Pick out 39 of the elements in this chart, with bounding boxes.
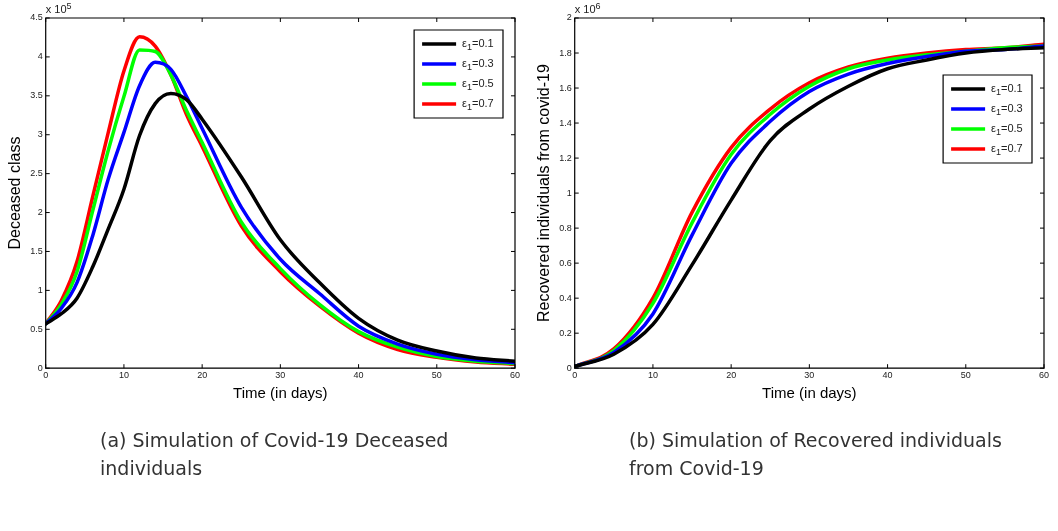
y-tick-label: 1.2 bbox=[559, 152, 572, 163]
x-tick-label: 40 bbox=[353, 370, 364, 381]
y-tick-label: 0.8 bbox=[559, 222, 572, 233]
y-tick-label: 0.6 bbox=[559, 257, 572, 268]
y-tick-label: 0 bbox=[37, 362, 43, 373]
text: (b) Simulation of Recovered individuals from Covid-19 bbox=[628, 428, 1003, 481]
y-tick-label: 3.5 bbox=[30, 90, 43, 101]
y-tick-label: 1.6 bbox=[559, 82, 572, 93]
y-tick-label: 0.2 bbox=[559, 327, 572, 338]
x-tick-label: 20 bbox=[726, 370, 737, 381]
y-axis-title: Deceased class bbox=[6, 136, 24, 250]
x-tick-label: 60 bbox=[1038, 370, 1050, 381]
x-axis-title: Time (in days) bbox=[762, 384, 857, 402]
x-tick-label: 60 bbox=[509, 370, 521, 381]
x-tick-label: 30 bbox=[275, 370, 286, 381]
x-axis-title: Time (in days) bbox=[233, 384, 328, 402]
y-tick-label: 3 bbox=[37, 129, 43, 140]
y-tick-label: 0.5 bbox=[30, 323, 43, 334]
x-tick-label: 10 bbox=[647, 370, 658, 381]
y-tick-label: 2.5 bbox=[30, 168, 43, 179]
y-tick-label: 0.4 bbox=[559, 292, 572, 303]
x-tick-label: 30 bbox=[804, 370, 815, 381]
y-axis-title: Recovered individuals from covid-19 bbox=[535, 64, 553, 323]
y-tick-label: 4 bbox=[37, 51, 43, 62]
y-tick-label: 1.8 bbox=[559, 47, 572, 58]
x-tick-label: 50 bbox=[431, 370, 442, 381]
x-tick-label: 10 bbox=[118, 370, 129, 381]
text: (a) Simulation of Covid-19 Deceased individuals bbox=[99, 428, 450, 481]
y-tick-label: 1 bbox=[37, 284, 43, 295]
y-tick-label: 1.5 bbox=[30, 245, 43, 256]
y-tick-label: 0 bbox=[566, 362, 572, 373]
y-tick-label: 1 bbox=[566, 187, 572, 198]
x-tick-label: 20 bbox=[197, 370, 208, 381]
y-tick-label: 4.5 bbox=[30, 12, 43, 23]
y-tick-label: 2 bbox=[37, 207, 43, 218]
y-tick-label: 2 bbox=[566, 12, 572, 23]
x-tick-label: 40 bbox=[882, 370, 893, 381]
x-tick-label: 50 bbox=[960, 370, 971, 381]
y-tick-label: 1.4 bbox=[559, 117, 572, 128]
